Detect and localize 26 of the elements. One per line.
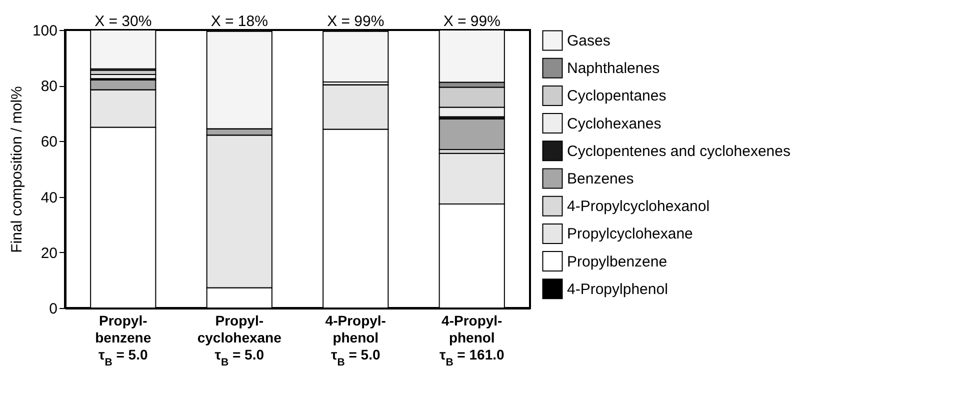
y-tick-label: 0 [49,300,58,318]
x-tick-label: Propyl- cyclohexane τ$_{B}$ = 5.0 [197,312,282,368]
annotation: X = 30% [94,13,152,30]
x-tick-label: 4-Propyl- phenol τ$_{B}$ = 5.0 [325,312,386,368]
annotation: X = 99% [443,13,500,30]
legend-label: Naphthalenes [567,60,660,78]
x-tick-label: 4-Propyl- phenol τ$_{B}$ = 161.0 [439,312,504,368]
y-tick-label: 60 [40,134,58,151]
legend-label: 4-Propylcyclohexanol [567,198,710,216]
legend-label: Cyclopentenes and cyclohexenes [567,142,790,160]
annotation: X = 99% [327,13,384,30]
y-tick-label: 20 [40,244,58,262]
legend-label: Propylcyclohexane [567,226,693,243]
y-tick-label: 40 [40,189,58,206]
annotation: X = 18% [210,13,268,30]
legend-label: Benzenes [567,170,634,188]
legend-label: Gases [567,32,610,50]
x-tick-label: Propyl- benzene τ$_{B}$ = 5.0 [95,312,152,368]
legend-label: Propylbenzene [567,253,668,270]
y-tick-label: 80 [40,78,58,96]
legend-label: Cyclohexanes [567,115,662,132]
legend-label: Cyclopentanes [567,88,666,105]
y-tick-label: 100 [32,22,58,40]
y-axis-title: Final composition / mol% [8,86,26,253]
bar [438,118,505,150]
legend-label: 4-Propylphenol [567,280,668,298]
